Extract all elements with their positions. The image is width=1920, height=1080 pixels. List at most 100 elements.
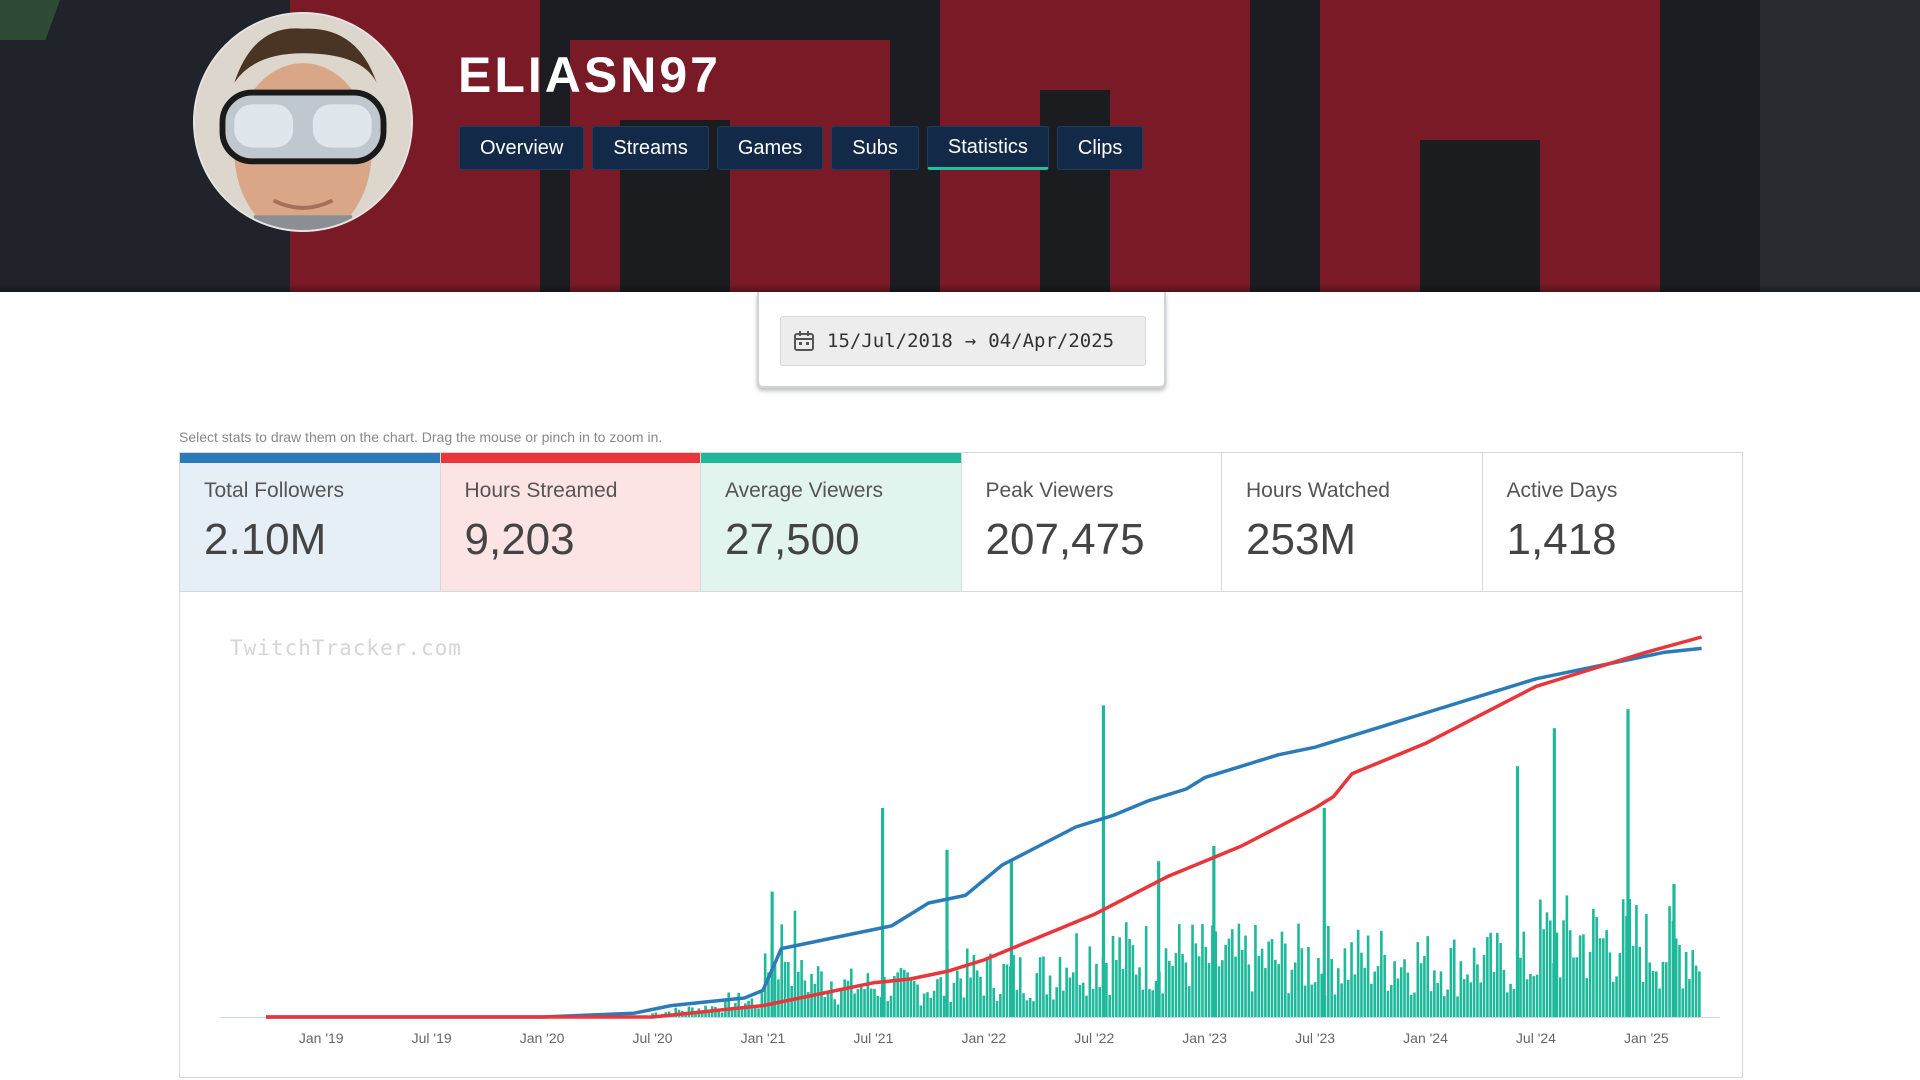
avg-viewers-bar — [1661, 961, 1665, 1017]
stat-hours-watched[interactable]: Hours Watched 253M — [1222, 453, 1483, 591]
avg-viewers-bar — [1572, 957, 1575, 1017]
avg-viewers-bar — [1691, 950, 1695, 1017]
date-range-picker[interactable]: 15/Jul/2018 → 04/Apr/2025 — [780, 316, 1146, 366]
tab-statistics[interactable]: Statistics — [926, 126, 1049, 170]
avg-viewers-bar — [1038, 957, 1042, 1017]
stat-value: 2.10M — [204, 515, 327, 564]
avg-viewers-bar — [859, 986, 863, 1017]
avg-viewers-bar — [916, 984, 919, 1017]
avg-viewers-bar — [1605, 930, 1608, 1017]
avatar — [193, 12, 413, 232]
avg-viewers-bar — [1552, 728, 1556, 1017]
avg-viewers-bar — [1628, 899, 1632, 1017]
avg-viewers-bar — [952, 982, 956, 1017]
avg-viewers-bar — [651, 1013, 654, 1017]
stat-active-days[interactable]: Active Days 1,418 — [1483, 453, 1743, 591]
avg-viewers-bar — [1466, 974, 1469, 1017]
avg-viewers-bar — [1270, 939, 1274, 1017]
avg-viewers-bar — [1532, 976, 1536, 1017]
arrow-right-icon: → — [964, 330, 977, 352]
tab-games[interactable]: Games — [716, 126, 824, 170]
avg-viewers-bar — [939, 977, 943, 1017]
avg-viewers-bar — [1645, 914, 1648, 1017]
avg-viewers-bar — [806, 992, 810, 1017]
avg-viewers-bar — [893, 976, 896, 1017]
avg-viewers-bar — [720, 1012, 724, 1017]
avg-viewers-bar — [1280, 931, 1284, 1017]
avg-viewers-bar — [1459, 961, 1463, 1017]
avg-viewers-bar — [1651, 971, 1655, 1017]
avg-viewers-bar — [1519, 957, 1522, 1017]
stat-value: 9,203 — [464, 515, 575, 564]
avg-viewers-bar — [1184, 962, 1188, 1017]
avg-viewers-bar — [919, 1005, 923, 1017]
avg-viewers-bar — [1065, 967, 1068, 1017]
tab-clips[interactable]: Clips — [1056, 126, 1144, 170]
avg-viewers-bar — [1124, 922, 1128, 1017]
avg-viewers-bar — [1582, 934, 1585, 1017]
avg-viewers-bar — [1442, 996, 1446, 1017]
x-tick-label: Jul '21 — [853, 1030, 893, 1046]
avg-viewers-bar — [1535, 974, 1539, 1017]
avg-viewers-bar — [836, 1004, 840, 1017]
stat-label: Active Days — [1506, 479, 1618, 502]
avg-viewers-bar — [740, 1007, 744, 1017]
avg-viewers-bar — [1346, 979, 1350, 1017]
avg-viewers-bar — [1177, 924, 1181, 1017]
x-tick-label: Jan '19 — [299, 1030, 344, 1046]
avg-viewers-bar — [1439, 971, 1443, 1017]
avg-viewers-bar — [1406, 972, 1410, 1017]
avg-viewers-bar — [1260, 948, 1264, 1017]
stat-color-bar — [440, 453, 700, 463]
avg-viewers-bar — [793, 910, 797, 1017]
avg-viewers-bar — [1264, 968, 1267, 1017]
avg-viewers-bar — [896, 972, 899, 1017]
avg-viewers-bar — [1267, 941, 1271, 1017]
avg-viewers-bar — [1698, 971, 1701, 1017]
tab-overview[interactable]: Overview — [459, 126, 585, 170]
x-tick-label: Jul '20 — [632, 1030, 672, 1046]
avg-viewers-bar — [1247, 964, 1251, 1017]
avg-viewers-bar — [1429, 991, 1433, 1017]
stat-average-viewers[interactable]: Average Viewers 27,500 — [701, 453, 962, 591]
avg-viewers-bar — [1237, 923, 1241, 1017]
avg-viewers-bar — [1224, 944, 1227, 1017]
avg-viewers-bar — [1486, 937, 1489, 1017]
avg-viewers-bar — [1191, 924, 1194, 1017]
avg-viewers-bar — [1678, 945, 1681, 1017]
avg-viewers-bar — [926, 992, 929, 1017]
stat-hours-streamed[interactable]: Hours Streamed 9,203 — [440, 453, 701, 591]
tab-streams[interactable]: Streams — [592, 126, 709, 170]
avg-viewers-bar — [1171, 965, 1174, 1017]
avg-viewers-bar — [1588, 951, 1592, 1017]
avg-viewers-bar — [1154, 980, 1158, 1017]
avg-viewers-bar — [1525, 979, 1529, 1017]
avg-viewers-bar — [1068, 977, 1072, 1017]
avg-viewers-bar — [1250, 991, 1254, 1017]
stats-chart[interactable]: Jan '19 Jul '19 Jan '20 Jul '20 Jan '21 Jul '… — [180, 592, 1742, 1076]
avg-viewers-bar — [1452, 939, 1456, 1017]
avg-viewers-bar — [942, 995, 946, 1017]
avg-viewers-bar — [1277, 964, 1280, 1017]
avg-viewers-bar — [717, 1010, 721, 1017]
avg-viewers-bar — [1254, 924, 1257, 1017]
avg-viewers-bar — [1575, 957, 1579, 1017]
stat-total-followers[interactable]: Total Followers 2.10M — [180, 453, 441, 591]
stat-peak-viewers[interactable]: Peak Viewers 207,475 — [962, 453, 1222, 591]
avg-viewers-bar — [1322, 808, 1326, 1017]
avg-viewers-bar — [767, 972, 770, 1017]
x-tick-label: Jul '24 — [1516, 1030, 1556, 1046]
stat-label: Hours Watched — [1246, 479, 1390, 502]
tab-subs[interactable]: Subs — [831, 126, 919, 170]
avg-viewers-bar — [1641, 981, 1645, 1017]
avg-viewers-bar — [1214, 931, 1218, 1017]
avg-viewers-bar — [790, 985, 793, 1017]
stat-label: Hours Streamed — [464, 479, 618, 502]
avg-viewers-bar — [959, 978, 962, 1017]
avg-viewers-bar — [1522, 931, 1526, 1017]
avg-viewers-bar — [1330, 958, 1333, 1017]
x-tick-label: Jul '19 — [412, 1030, 452, 1046]
x-tick-label: Jan '21 — [741, 1030, 786, 1046]
avg-viewers-bar — [853, 993, 856, 1017]
avg-viewers-bar — [1151, 990, 1155, 1017]
